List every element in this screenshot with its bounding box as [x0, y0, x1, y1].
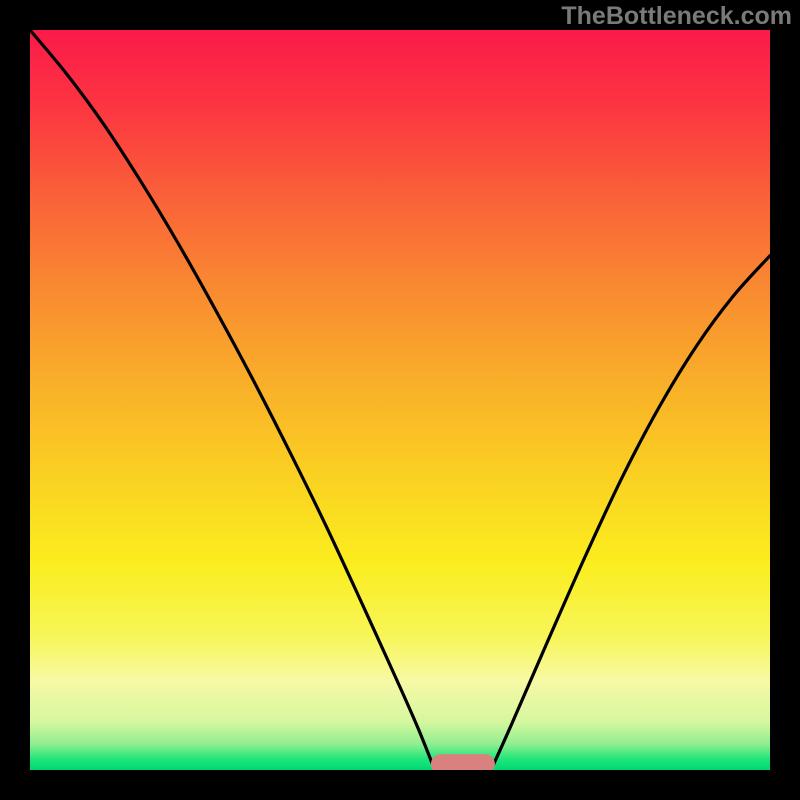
watermark-text: TheBottleneck.com: [561, 2, 792, 31]
optimum-marker: [431, 754, 495, 770]
plot-area: [30, 30, 770, 770]
chart-svg: [30, 30, 770, 770]
chart-container: TheBottleneck.com: [0, 0, 800, 800]
gradient-background: [30, 30, 770, 770]
